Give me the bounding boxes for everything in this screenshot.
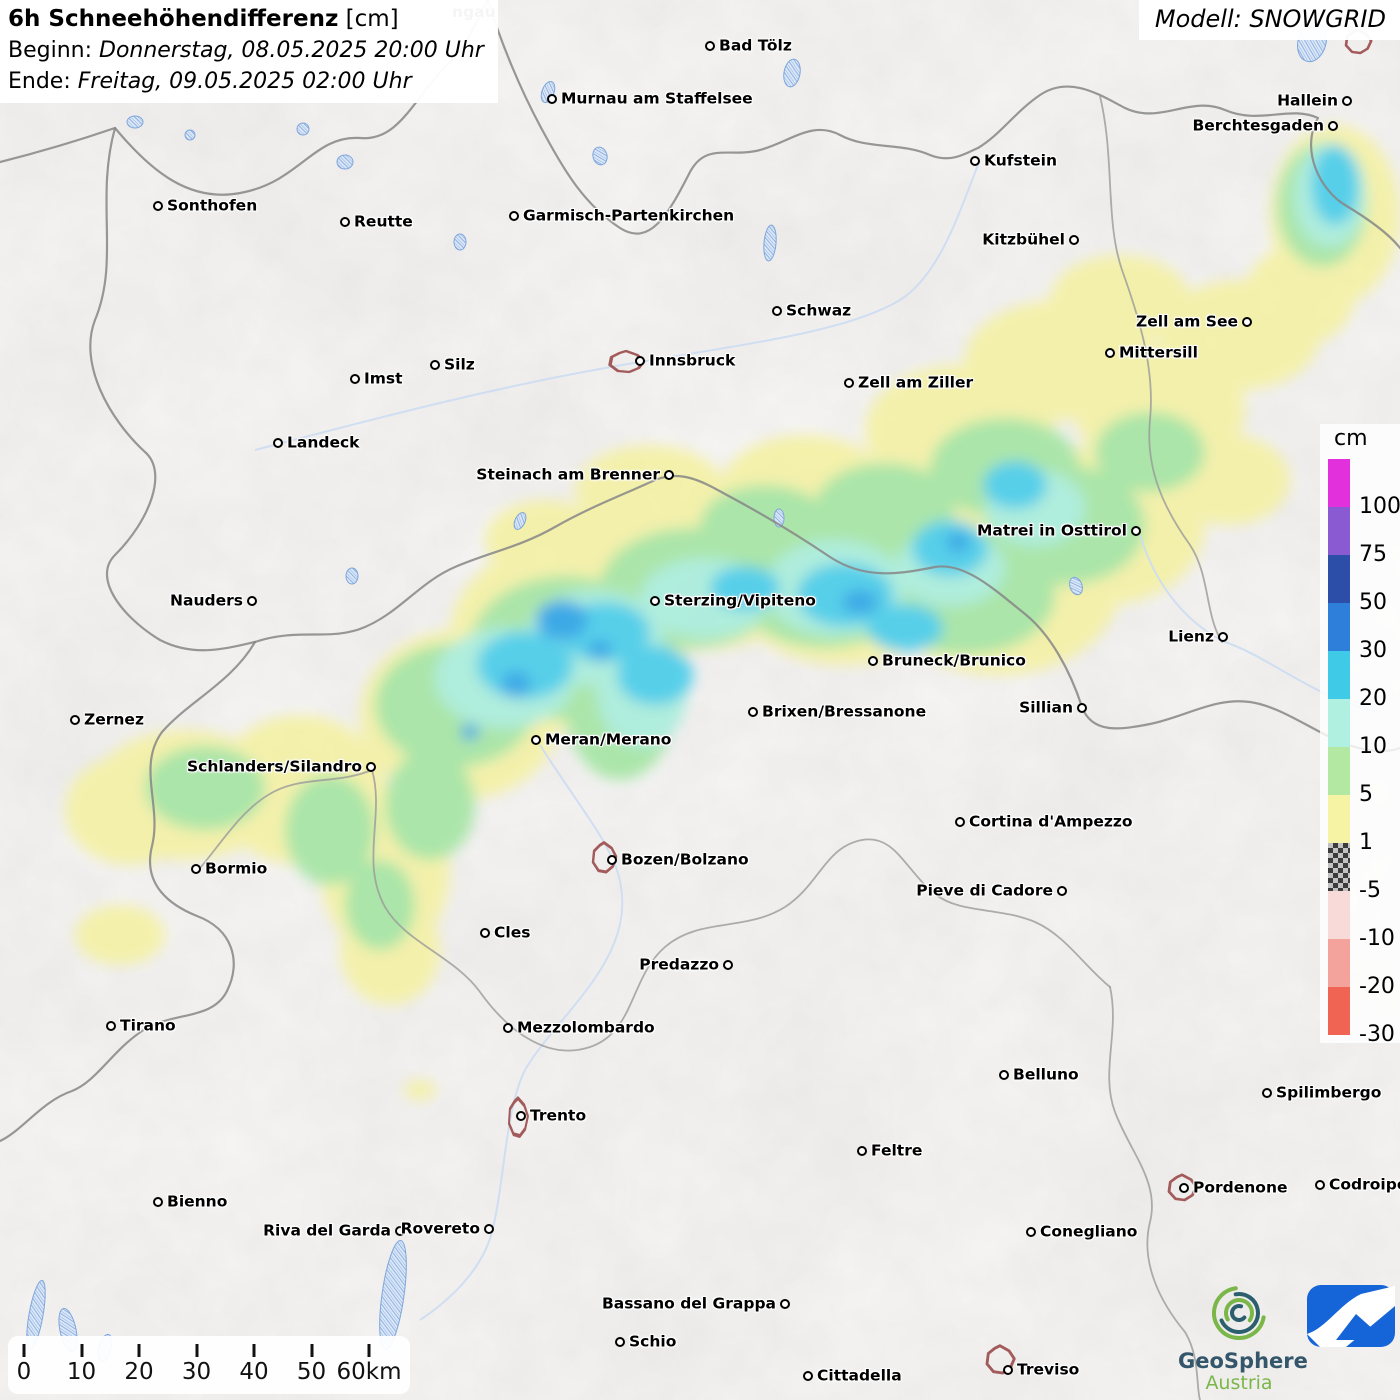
map-unit: [cm] [345, 6, 399, 32]
end-label: Ende: [8, 69, 71, 94]
lake [296, 122, 310, 136]
scale-tick-label: 50 [296, 1359, 327, 1385]
scale-tick [80, 1344, 83, 1357]
partner-logo [1306, 1284, 1396, 1352]
lake [592, 146, 608, 166]
scale-tick [195, 1344, 198, 1357]
legend-value: 75 [1359, 542, 1387, 567]
lake [184, 129, 196, 141]
legend-segment: -30 [1328, 987, 1395, 1046]
lake [345, 567, 359, 585]
geosphere-name: GeoSphere [1178, 1349, 1308, 1373]
legend-segment: -20 [1328, 939, 1395, 998]
map-title: 6h Schneehöhendifferenz [8, 6, 339, 32]
lake [1069, 576, 1083, 596]
scale-tick-label: 40 [239, 1359, 269, 1385]
legend-segment: 20 [1328, 651, 1387, 710]
scale-tick-label: 0 [16, 1359, 32, 1385]
legend-segment: 100 [1328, 459, 1400, 518]
scale-tick [22, 1344, 26, 1357]
legend-value: 30 [1359, 638, 1387, 663]
scale-tick-label: 20 [124, 1359, 154, 1385]
snow-band-30cm [461, 532, 970, 740]
begin-label: Beginn: [8, 38, 93, 63]
begin-line: Beginn: Donnerstag, 08.05.2025 20:00 Uhr [8, 38, 484, 63]
legend: cm 100 75 50 30 20 10 5 1 -5 -10 -20 -30 [1320, 424, 1400, 1046]
legend-value: 20 [1359, 686, 1387, 711]
legend-segment: 1 [1328, 795, 1373, 854]
legend-bar: 100 75 50 30 20 10 5 1 -5 -10 -20 -30 [1328, 459, 1400, 1046]
mountain-icon [1307, 1285, 1395, 1347]
scale-ticks: 0 10 20 30 40 50 60km [8, 1336, 410, 1394]
legend-segment: 5 [1328, 747, 1373, 806]
lake [783, 58, 801, 88]
geosphere-country: Austria [1205, 1372, 1273, 1395]
legend-value: -20 [1359, 974, 1395, 999]
scale-tick [367, 1344, 371, 1357]
geosphere-logo: GeoSphere Austria [1178, 1281, 1308, 1395]
scale-tick-label: 30 [181, 1359, 212, 1385]
legend-value: 5 [1359, 782, 1373, 807]
end-line: Ende: Freitag, 09.05.2025 02:00 Uhr [8, 69, 484, 94]
scale-tick [137, 1344, 141, 1357]
legend-segment: 50 [1328, 555, 1387, 614]
map-title-line: 6h Schneehöhendifferenz [cm] [8, 6, 484, 32]
regional-borders [199, 95, 1223, 1400]
scale-tick [310, 1344, 313, 1357]
scale-tick-label: 60km [336, 1359, 402, 1385]
scale-tick [252, 1344, 256, 1357]
scale-tick-label: 10 [66, 1359, 97, 1385]
legend-value: 1 [1359, 830, 1373, 855]
scale-bar: 0 10 20 30 40 50 60km [8, 1336, 410, 1394]
end-value: Freitag, 09.05.2025 02:00 Uhr [77, 69, 412, 94]
snow-difference-layer [65, 125, 1400, 1100]
legend-unit: cm [1334, 426, 1368, 451]
legend-segment: -5 [1328, 843, 1381, 902]
lake [763, 224, 777, 262]
legend-value: -5 [1359, 878, 1381, 903]
model-label: Modell: SNOWGRID [1138, 0, 1400, 40]
begin-value: Donnerstag, 08.05.2025 20:00 Uhr [99, 38, 484, 63]
lake [453, 233, 467, 251]
title-box: 6h Schneehöhendifferenz [cm] Beginn: Don… [0, 0, 498, 103]
lake [336, 154, 354, 170]
legend-value: 50 [1359, 590, 1387, 615]
legend-segment: 75 [1328, 507, 1387, 566]
legend-value: 10 [1359, 734, 1387, 759]
legend-value: -30 [1359, 1022, 1395, 1047]
legend-segment: 30 [1328, 603, 1387, 662]
national-borders [0, 0, 1400, 1143]
lake [126, 115, 144, 129]
lake [513, 512, 527, 530]
legend-segment: -10 [1328, 891, 1395, 950]
legend-value: -10 [1359, 926, 1395, 951]
legend-segment: 10 [1328, 699, 1387, 758]
geosphere-swirl-icon [1212, 1286, 1266, 1340]
legend-value: 100 [1359, 494, 1400, 519]
